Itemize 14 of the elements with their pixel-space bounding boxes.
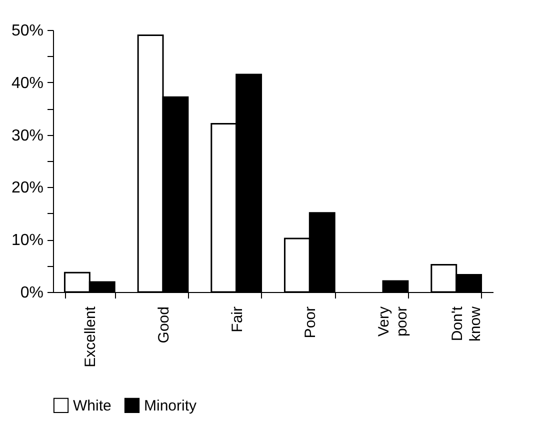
y-tick-label: 0%: [20, 284, 44, 302]
x-tick-label: Excellent: [82, 306, 100, 368]
y-tick-label: 40%: [11, 74, 44, 92]
x-tick-label: Don't know: [448, 306, 484, 342]
x-tick-label: Fair: [228, 306, 246, 332]
y-tick-label: 30%: [11, 127, 44, 144]
y-tick-label: 20%: [11, 180, 44, 197]
x-tick-label: Very poor: [376, 306, 410, 337]
x-tick-label: Poor: [302, 306, 320, 338]
legend-label: Minority: [144, 397, 198, 414]
y-tick-label: 50%: [11, 22, 44, 40]
x-tick-label: Good: [156, 306, 172, 344]
y-tick-label: 10%: [11, 232, 44, 250]
legend-label: White: [73, 397, 112, 414]
